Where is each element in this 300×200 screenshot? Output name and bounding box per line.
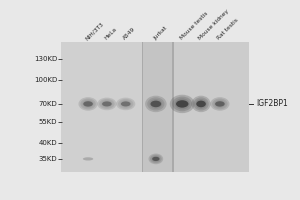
Text: Jurkat: Jurkat bbox=[152, 25, 168, 41]
Ellipse shape bbox=[154, 102, 158, 106]
Ellipse shape bbox=[180, 102, 185, 106]
Bar bbox=[142, 42, 143, 172]
Ellipse shape bbox=[216, 101, 224, 107]
Ellipse shape bbox=[145, 96, 166, 112]
Ellipse shape bbox=[97, 98, 116, 110]
Ellipse shape bbox=[99, 99, 115, 109]
Ellipse shape bbox=[194, 97, 209, 111]
Bar bbox=[61, 42, 143, 172]
Ellipse shape bbox=[149, 99, 162, 109]
Text: Mouse testis: Mouse testis bbox=[179, 11, 208, 41]
Ellipse shape bbox=[105, 103, 109, 105]
Ellipse shape bbox=[124, 103, 128, 105]
Ellipse shape bbox=[197, 101, 205, 107]
Text: NIH/3T3: NIH/3T3 bbox=[85, 21, 105, 41]
Ellipse shape bbox=[170, 95, 195, 113]
Ellipse shape bbox=[101, 100, 113, 108]
Text: 70KD: 70KD bbox=[38, 101, 57, 107]
Ellipse shape bbox=[122, 101, 130, 106]
Ellipse shape bbox=[121, 101, 130, 106]
Ellipse shape bbox=[147, 97, 164, 111]
Ellipse shape bbox=[212, 98, 228, 109]
Ellipse shape bbox=[118, 99, 134, 109]
Ellipse shape bbox=[215, 101, 225, 107]
Ellipse shape bbox=[116, 98, 135, 110]
Bar bbox=[143, 42, 173, 172]
Bar bbox=[173, 42, 249, 172]
Text: Mouse kidney: Mouse kidney bbox=[197, 9, 230, 41]
Ellipse shape bbox=[191, 96, 211, 112]
Bar bbox=[172, 42, 173, 172]
Text: IGF2BP1: IGF2BP1 bbox=[256, 99, 288, 108]
Ellipse shape bbox=[84, 101, 92, 107]
Ellipse shape bbox=[120, 100, 131, 108]
Ellipse shape bbox=[154, 158, 157, 160]
Ellipse shape bbox=[152, 101, 160, 107]
Ellipse shape bbox=[199, 102, 203, 106]
Ellipse shape bbox=[80, 98, 96, 109]
Ellipse shape bbox=[218, 103, 222, 105]
Text: 55KD: 55KD bbox=[39, 119, 57, 125]
Ellipse shape bbox=[148, 154, 163, 164]
Text: HeLa: HeLa bbox=[103, 27, 118, 41]
Text: 130KD: 130KD bbox=[34, 56, 57, 62]
Text: 35KD: 35KD bbox=[39, 156, 57, 162]
Ellipse shape bbox=[152, 156, 160, 162]
Ellipse shape bbox=[176, 100, 188, 108]
Ellipse shape bbox=[177, 100, 187, 108]
Ellipse shape bbox=[152, 157, 160, 161]
Ellipse shape bbox=[195, 99, 207, 109]
Ellipse shape bbox=[151, 101, 161, 107]
Ellipse shape bbox=[153, 157, 159, 161]
Ellipse shape bbox=[150, 155, 162, 163]
Ellipse shape bbox=[102, 101, 112, 106]
Ellipse shape bbox=[214, 100, 226, 108]
Text: 40KD: 40KD bbox=[39, 140, 57, 146]
Ellipse shape bbox=[175, 98, 190, 109]
Text: Rat testis: Rat testis bbox=[216, 18, 240, 41]
Ellipse shape bbox=[86, 103, 90, 105]
Ellipse shape bbox=[83, 157, 93, 161]
Ellipse shape bbox=[196, 101, 206, 107]
Ellipse shape bbox=[83, 101, 93, 107]
Ellipse shape bbox=[82, 100, 94, 108]
Ellipse shape bbox=[210, 97, 230, 111]
Text: A549: A549 bbox=[122, 27, 136, 41]
Ellipse shape bbox=[172, 97, 192, 111]
Ellipse shape bbox=[103, 101, 111, 106]
Ellipse shape bbox=[79, 97, 98, 111]
Text: 100KD: 100KD bbox=[34, 77, 57, 83]
